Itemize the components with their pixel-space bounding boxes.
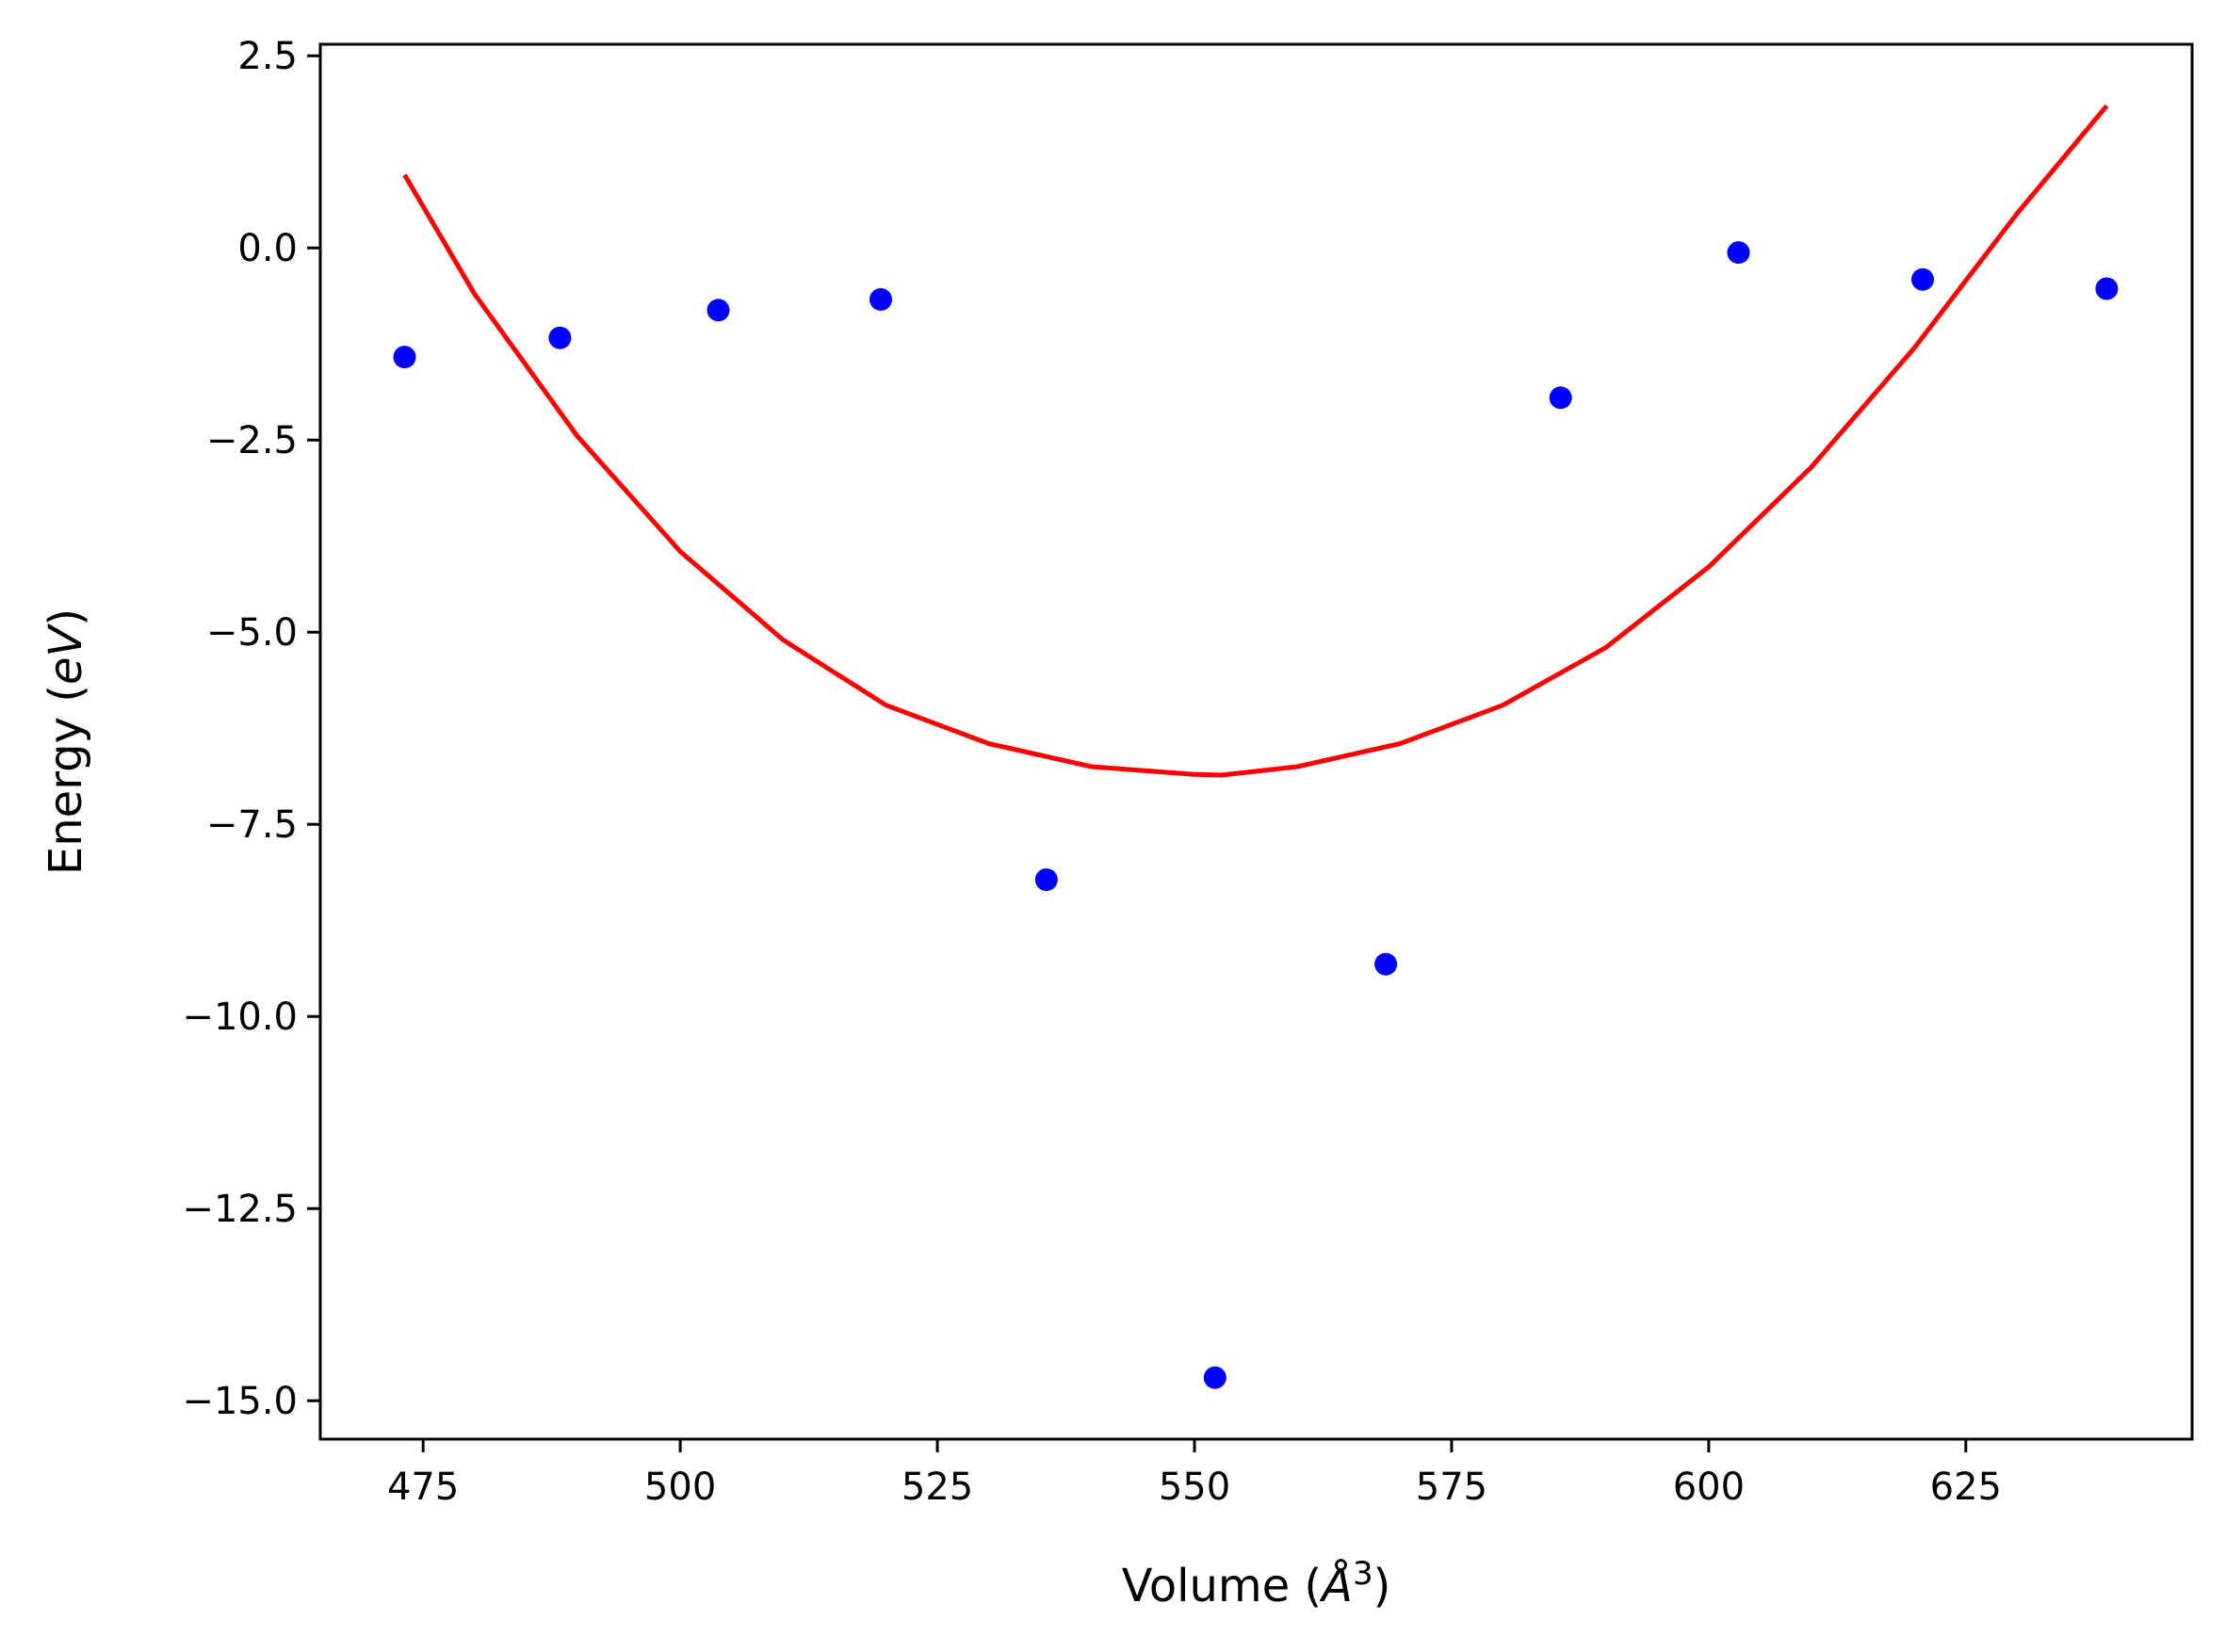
data-point — [1727, 241, 1750, 265]
data-point — [707, 299, 730, 322]
x-axis-title: Volume (Å3) — [1122, 1555, 1391, 1612]
plot-area-frame — [318, 42, 2194, 1441]
x-axis-title-exponent: 3 — [1353, 1555, 1373, 1593]
y-axis-ticks: 2.5 0.0 −2.5 −5.0 −7.5 −10.0 −12.5 −15.0 — [182, 35, 320, 1423]
y-tick-label: −7.5 — [206, 803, 298, 847]
y-axis-title-unit: eV — [40, 624, 92, 686]
x-tick-label: 600 — [1673, 1466, 1745, 1509]
data-point — [1374, 952, 1398, 976]
x-tick-label: 625 — [1930, 1466, 2002, 1509]
y-tick-label: −10.0 — [182, 996, 298, 1039]
x-tick-label: 550 — [1159, 1466, 1230, 1509]
data-point — [548, 326, 572, 349]
data-points-layer — [393, 241, 2119, 1389]
x-axis-title-symbol: Å — [1319, 1559, 1353, 1612]
data-point — [1034, 868, 1058, 891]
y-tick-label: 2.5 — [237, 35, 298, 78]
y-tick-label: −15.0 — [182, 1380, 298, 1423]
y-tick-label: −2.5 — [206, 419, 298, 462]
data-point — [393, 346, 416, 369]
data-point — [1911, 267, 1934, 291]
x-axis-title-prefix: Volume ( — [1122, 1560, 1323, 1612]
x-tick-label: 575 — [1416, 1466, 1487, 1509]
y-axis-title: Energy (eV) — [40, 608, 92, 875]
x-tick-label: 475 — [387, 1466, 459, 1509]
fit-curve-line — [402, 104, 2109, 778]
y-tick-label: 0.0 — [237, 227, 298, 270]
y-axis-title-suffix: ) — [40, 608, 92, 626]
data-point — [1203, 1366, 1227, 1389]
x-tick-label: 525 — [902, 1466, 973, 1509]
data-point — [869, 287, 892, 311]
data-point — [1549, 386, 1572, 410]
x-axis-title-suffix: ) — [1373, 1560, 1391, 1612]
y-tick-label: −5.0 — [206, 611, 298, 655]
fit-curve-layer — [402, 104, 2109, 778]
data-point — [2095, 277, 2119, 300]
y-tick-label: −12.5 — [182, 1188, 298, 1231]
x-axis-ticks: 475 500 525 550 575 600 625 — [387, 1439, 2002, 1509]
y-axis-title-prefix: Energy ( — [40, 685, 92, 875]
x-tick-label: 500 — [644, 1466, 716, 1509]
